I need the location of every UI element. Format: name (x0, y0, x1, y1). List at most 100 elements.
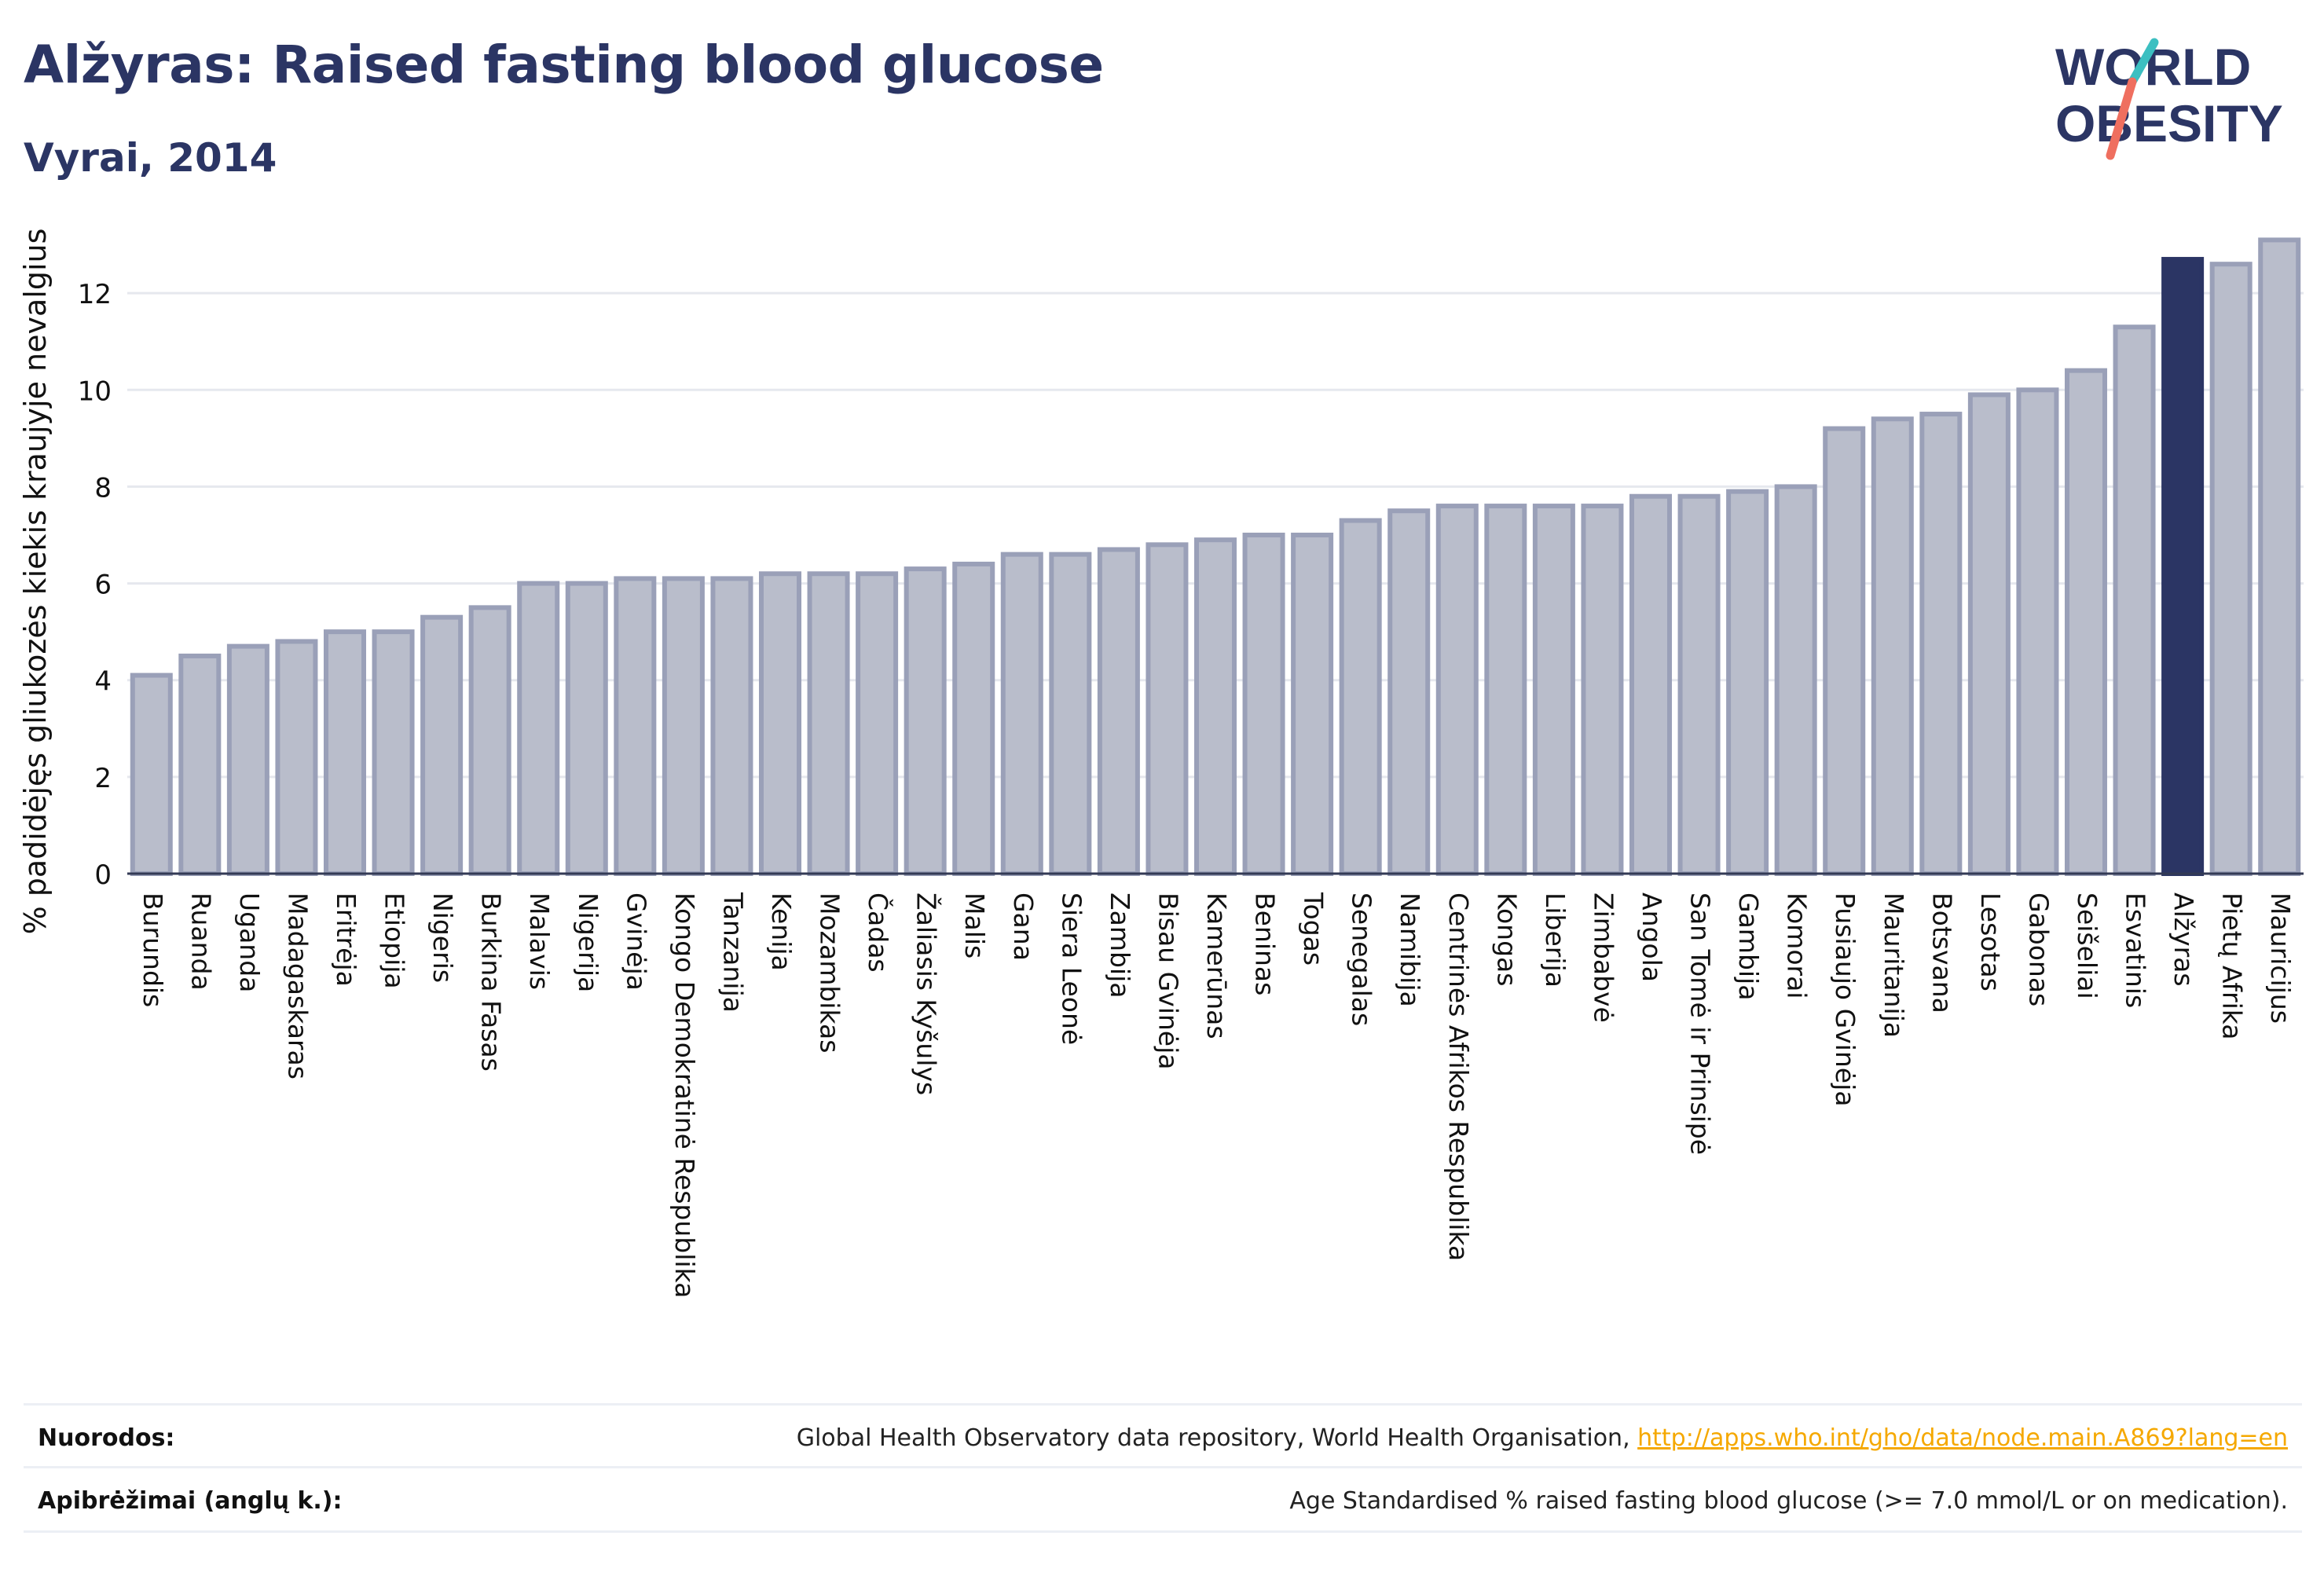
bar (1242, 533, 1285, 876)
footer-divider (24, 1530, 2302, 1533)
bar (468, 605, 511, 876)
bar (323, 629, 367, 877)
x-tick-label: Pusiaujo Gvinėja (1830, 892, 1860, 1106)
bar (2209, 262, 2253, 876)
bar (226, 643, 269, 876)
x-tick-label: Angola (1637, 892, 1667, 982)
bar (952, 561, 995, 876)
bar (275, 639, 318, 876)
bar (1919, 412, 1963, 876)
x-tick-label: Centrinės Afrikos Respublika (1443, 892, 1474, 1261)
bar (1774, 484, 1817, 877)
x-tick-label: Zambija (1105, 892, 1135, 998)
x-tick-label: Uganda (234, 892, 265, 992)
x-tick-label: Kongas (1491, 892, 1522, 986)
x-tick-label: Botsvana (1926, 892, 1957, 1013)
x-tick-label: Malavis (524, 892, 555, 990)
bar (856, 571, 899, 876)
bar (1532, 504, 1575, 876)
x-tick-label: Liberija (1540, 892, 1571, 988)
bar (1871, 416, 1914, 876)
definitions-label: Apibrėžimai (anglų k.): (38, 1487, 343, 1515)
bar-highlighted (2161, 257, 2205, 876)
bar (807, 571, 850, 876)
x-tick-label: Malis (959, 892, 990, 958)
bar (1677, 493, 1721, 876)
x-tick-label: Pietų Afrika (2217, 892, 2248, 1040)
bar (1581, 504, 1624, 876)
x-tick-label: Esvatinis (2121, 892, 2151, 1008)
bar (2258, 237, 2301, 876)
bar (1387, 508, 1431, 876)
definitions-text: Age Standardised % raised fasting blood … (1289, 1487, 2288, 1515)
x-tick-label: Čadas (863, 892, 894, 973)
x-tick-label: Kamerūnas (1201, 892, 1232, 1039)
y-tick-label: 0 (94, 859, 112, 891)
bar (1629, 493, 1673, 876)
x-tick-label: Nigerija (573, 892, 603, 992)
x-tick-label: Žaliasis Kyšulys (911, 892, 943, 1095)
bar (1726, 489, 1769, 876)
bar (565, 581, 608, 876)
x-tick-label: Kongo Demokratinė Respublika (669, 892, 700, 1298)
sources-value: Global Health Observatory data repositor… (797, 1424, 2288, 1452)
bar (1967, 392, 2011, 876)
x-tick-label: Gana (1008, 892, 1039, 961)
bar (662, 576, 705, 877)
x-tick-label: Burkina Fasas (476, 892, 507, 1072)
bars (130, 237, 2301, 877)
bar (2064, 368, 2108, 876)
chart-subtitle: Vyrai, 2014 (24, 135, 277, 181)
x-tick-label: Bisau Gvinėja (1153, 892, 1183, 1070)
x-axis: Burundis Ruanda Uganda Madagaskaras Eritrėja… (127, 872, 2304, 1298)
footer-sources-row: Nuorodos: Global Health Observatory data… (24, 1403, 2302, 1468)
y-tick-label: 2 (94, 763, 112, 794)
x-tick-label: Seišeliai (2072, 892, 2102, 999)
bar (1049, 552, 1092, 877)
x-tick-label: Komorai (1782, 892, 1813, 999)
y-axis: 0 2 4 6 8 10 12 (78, 279, 112, 891)
bar (372, 629, 415, 877)
x-tick-label: Togas (1298, 892, 1329, 966)
y-tick-label: 10 (78, 376, 112, 407)
x-tick-label: Mauritanija (1879, 892, 1909, 1038)
y-tick-label: 8 (94, 472, 112, 504)
x-tick-label: Mauricijus (2265, 892, 2296, 1024)
x-tick-label: Lesotas (1975, 892, 2006, 991)
x-tick-label: Tanzanija (717, 892, 748, 1013)
y-tick-label: 4 (94, 666, 112, 698)
footer-definitions-row: Apibrėžimai (anglų k.): Age Standardised… (24, 1466, 2302, 1531)
bar (420, 614, 464, 877)
x-tick-label: Burundis (137, 892, 168, 1007)
bar (614, 576, 657, 877)
bar (1193, 537, 1237, 877)
x-tick-label: Etiopija (379, 892, 410, 989)
bar (1339, 518, 1382, 876)
x-tick-label: Madagaskaras (282, 892, 313, 1079)
logo-slash-coral (2106, 77, 2137, 160)
logo-slash-teal (2128, 38, 2159, 86)
x-tick-label: Gvinėja (621, 892, 651, 991)
bar (758, 571, 802, 876)
x-tick-label: Namibija (1395, 892, 1425, 1007)
world-obesity-logo-mark: WORLD OBESITY (2055, 38, 2283, 160)
sources-link[interactable]: http://apps.who.int/gho/data/node.main.A… (1637, 1424, 2288, 1452)
y-tick-label: 12 (78, 279, 112, 310)
bar (2016, 387, 2059, 876)
bar (1097, 547, 1140, 876)
bar (1291, 533, 1334, 876)
bar (904, 566, 947, 876)
x-tick-label: Nigeris (427, 892, 458, 983)
bar (1435, 504, 1479, 876)
bar (517, 581, 560, 876)
bar (1000, 552, 1043, 877)
x-tick-label: Zimbabvė (1588, 892, 1618, 1023)
y-tick-label: 6 (94, 570, 112, 601)
x-tick-label: Siera Leonė (1056, 892, 1087, 1045)
sources-label: Nuorodos: (38, 1424, 175, 1452)
x-tick-label: Gabonas (2023, 892, 2054, 1006)
x-tick-label: San Tomė ir Prinsipė (1685, 892, 1716, 1155)
bar (710, 576, 753, 877)
logo-line2: OBESITY (2055, 94, 2283, 152)
chart-title: Alžyras: Raised fasting blood glucose (24, 35, 1104, 95)
